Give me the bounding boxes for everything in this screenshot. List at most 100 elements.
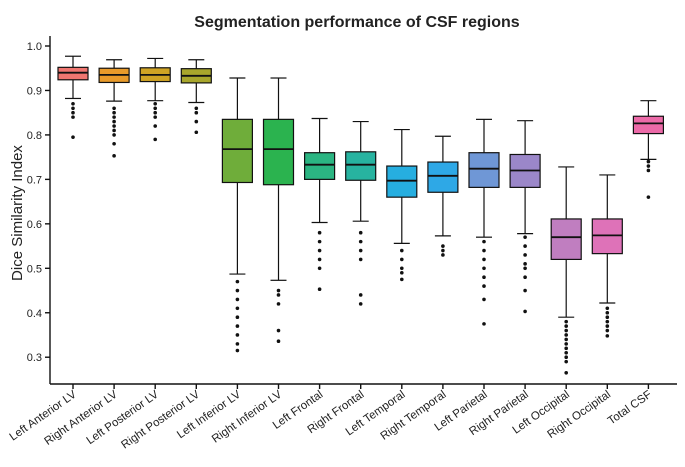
outlier-point: [564, 342, 568, 346]
box-left-anterior-lv: [57, 55, 89, 139]
outlier-point: [276, 293, 281, 297]
outlier-point: [71, 101, 75, 106]
outlier-point: [564, 324, 568, 328]
outlier-point: [194, 130, 199, 135]
box-iqr: [304, 152, 336, 180]
outlier-point: [153, 115, 157, 119]
outlier-point: [276, 339, 281, 344]
outlier-point: [317, 287, 322, 291]
outlier-point: [605, 328, 610, 333]
y-tick-label: 0.7: [27, 174, 42, 186]
outlier-point: [235, 288, 240, 293]
outlier-point: [235, 315, 240, 320]
outlier-point: [482, 248, 486, 253]
box-iqr: [262, 118, 295, 186]
outlier-point: [112, 110, 116, 115]
outlier-point: [235, 333, 240, 337]
outlier-point: [194, 110, 199, 115]
outlier-point: [112, 128, 116, 133]
x-tick-label: Right Anterior LV: [42, 388, 120, 447]
outlier-point: [523, 244, 527, 248]
outlier-point: [71, 135, 75, 139]
outlier-point: [153, 101, 157, 106]
outlier-point: [400, 257, 404, 262]
outlier-point: [605, 324, 610, 328]
outlier-point: [358, 293, 363, 297]
y-tick-label: 0.4: [27, 308, 42, 320]
outlier-point: [523, 262, 527, 266]
outlier-point: [441, 253, 445, 257]
outlier-point: [523, 253, 527, 257]
outlier-point: [276, 302, 281, 306]
box-left-posterior-lv: [139, 57, 171, 142]
outlier-point: [317, 248, 322, 253]
outlier-point: [482, 266, 486, 271]
outlier-point: [235, 306, 240, 311]
outlier-point: [564, 350, 568, 355]
y-tick-label: 0.8: [27, 130, 42, 142]
box-right-frontal: [345, 120, 377, 306]
outlier-point: [564, 355, 568, 360]
outlier-point: [71, 106, 75, 111]
box-right-parietal: [509, 120, 541, 314]
outlier-point: [482, 297, 486, 302]
y-axis: 0.3 0.4 0.5 0.6 0.7 0.8 0.9 1.0: [27, 36, 51, 384]
outlier-point: [400, 270, 404, 275]
outlier-point: [523, 235, 527, 239]
outlier-point: [441, 248, 445, 253]
outlier-point: [317, 257, 322, 262]
outlier-point: [358, 257, 363, 262]
y-tick-label: 0.6: [27, 219, 42, 231]
outlier-point: [112, 119, 116, 124]
box-iqr: [632, 115, 665, 135]
outlier-point: [71, 110, 75, 115]
box-left-inferior-lv: [221, 77, 253, 353]
outlier-point: [317, 266, 322, 271]
y-tick-label: 0.3: [27, 352, 42, 364]
outlier-point: [235, 297, 240, 302]
outlier-point: [523, 275, 527, 279]
outlier-point: [235, 279, 240, 284]
outlier-point: [523, 266, 527, 271]
x-axis: [50, 383, 677, 389]
outlier-point: [358, 302, 363, 306]
outlier-point: [235, 324, 240, 328]
outlier-point: [646, 164, 651, 168]
outlier-point: [523, 288, 527, 293]
outlier-point: [646, 168, 651, 173]
outlier-point: [276, 288, 281, 293]
outlier-point: [564, 333, 568, 337]
box-left-frontal: [304, 117, 336, 291]
y-axis-label: Dice Similarity Index: [9, 145, 26, 281]
box-right-occipital: [591, 174, 623, 338]
outlier-point: [112, 124, 116, 128]
outlier-point: [564, 328, 568, 333]
outlier-point: [112, 133, 116, 137]
box-left-temporal: [386, 128, 418, 282]
outlier-point: [71, 115, 75, 119]
outlier-point: [358, 248, 363, 253]
box-total-csf: [632, 100, 665, 199]
outlier-point: [564, 319, 568, 324]
y-tick-label: 0.9: [27, 85, 42, 97]
outlier-point: [112, 142, 116, 146]
box-right-inferior-lv: [262, 77, 295, 344]
y-tick-label: 0.5: [27, 263, 42, 275]
outlier-point: [153, 110, 157, 115]
outlier-point: [194, 119, 199, 124]
box-iqr: [550, 218, 582, 261]
outlier-point: [194, 106, 199, 111]
chart-title: Segmentation performance of CSF regions: [194, 14, 519, 31]
outlier-point: [112, 106, 116, 111]
box-series: [57, 55, 665, 375]
outlier-point: [317, 239, 322, 244]
box-right-anterior-lv: [98, 59, 130, 158]
outlier-point: [153, 106, 157, 111]
outlier-point: [153, 124, 157, 128]
outlier-point: [646, 195, 651, 199]
outlier-point: [482, 284, 486, 288]
outlier-point: [482, 275, 486, 279]
